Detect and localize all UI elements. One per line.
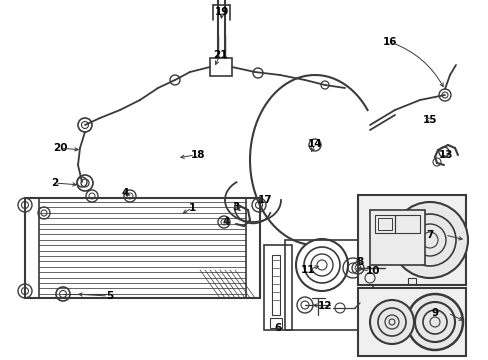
Text: 21: 21 [212, 50, 227, 60]
Text: 7: 7 [426, 230, 433, 240]
Text: 11: 11 [300, 265, 315, 275]
Text: 14: 14 [307, 139, 322, 149]
Circle shape [391, 202, 467, 278]
Text: 2: 2 [51, 178, 59, 188]
Text: 6: 6 [274, 323, 281, 333]
Text: 9: 9 [430, 308, 438, 318]
Bar [209, 58, 231, 76]
Text: 8: 8 [356, 257, 363, 267]
Bar [374, 215, 394, 233]
Text: 16: 16 [382, 37, 396, 47]
Text: 19: 19 [214, 7, 229, 17]
Bar [285, 240, 372, 330]
Bar [271, 255, 280, 315]
Text: 13: 13 [438, 150, 452, 160]
Bar [25, 198, 260, 298]
Text: 10: 10 [365, 266, 380, 276]
Bar [269, 318, 282, 328]
Text: 17: 17 [257, 195, 272, 205]
Bar [407, 278, 415, 284]
Text: 4: 4 [222, 217, 229, 227]
Bar [357, 288, 465, 356]
Bar [245, 198, 260, 298]
Bar [357, 195, 465, 285]
Text: 15: 15 [422, 115, 436, 125]
Bar [377, 218, 391, 230]
Text: 3: 3 [232, 202, 239, 212]
Circle shape [406, 294, 462, 350]
Text: 4: 4 [121, 188, 128, 198]
Text: 20: 20 [53, 143, 67, 153]
Circle shape [369, 300, 413, 344]
Bar [25, 198, 39, 298]
Text: 18: 18 [190, 150, 205, 160]
Bar [394, 215, 419, 233]
Text: 5: 5 [106, 291, 113, 301]
Text: 12: 12 [317, 301, 331, 311]
Bar [264, 245, 291, 330]
Bar [369, 210, 424, 265]
Text: 1: 1 [188, 203, 195, 213]
